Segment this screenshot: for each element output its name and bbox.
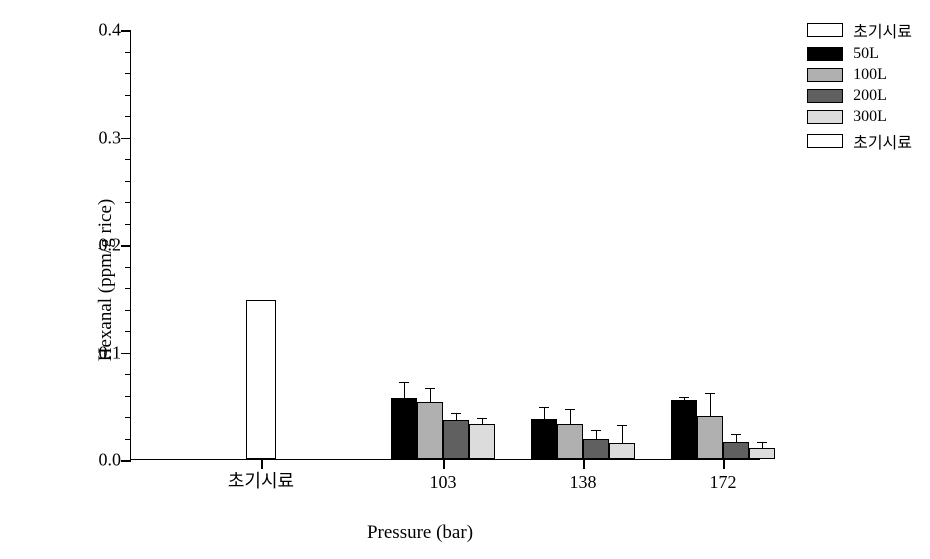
y-tick-minor (125, 439, 131, 440)
y-tick-label: 0.2 (81, 235, 121, 256)
error-cap (731, 434, 741, 435)
bar (583, 439, 609, 459)
legend-item: 50L (807, 45, 912, 63)
plot-area: 0.00.10.20.30.4초기시료103138172 (130, 30, 760, 460)
y-tick-minor (125, 95, 131, 96)
legend-swatch (807, 89, 843, 103)
legend-label: 초기시료 (853, 18, 912, 42)
x-tick-label: 103 (430, 472, 457, 493)
y-tick-minor (125, 159, 131, 160)
legend: 초기시료 50L 100L 200L 300L 초기시료 (807, 18, 912, 156)
y-tick-label: 0.1 (81, 342, 121, 363)
y-tick-minor (125, 181, 131, 182)
legend-item: 200L (807, 87, 912, 105)
legend-label: 50L (853, 45, 879, 63)
error-cap (705, 393, 715, 394)
legend-label: 100L (853, 66, 887, 84)
error-cap (451, 413, 461, 414)
error-bar (456, 413, 457, 422)
x-tick-label: 138 (570, 472, 597, 493)
y-tick-label: 0.0 (81, 450, 121, 471)
bar (417, 402, 443, 459)
y-tick-minor (125, 116, 131, 117)
bar (749, 448, 775, 459)
y-tick-minor (125, 417, 131, 418)
error-bar (544, 407, 545, 420)
y-tick-minor (125, 374, 131, 375)
legend-item: 100L (807, 66, 912, 84)
error-cap (565, 409, 575, 410)
bar (671, 400, 697, 459)
error-bar (404, 382, 405, 399)
bar (443, 420, 469, 459)
bar (391, 398, 417, 459)
error-bar (622, 425, 623, 444)
y-tick-minor (125, 267, 131, 268)
error-bar (762, 442, 763, 450)
legend-label: 200L (853, 87, 887, 105)
y-tick-label: 0.3 (81, 127, 121, 148)
error-cap (477, 418, 487, 419)
y-tick-minor (125, 331, 131, 332)
bar (723, 442, 749, 459)
bar (557, 424, 583, 459)
error-cap (425, 388, 435, 389)
error-cap (757, 442, 767, 443)
legend-label: 300L (853, 108, 887, 126)
x-tick (443, 459, 445, 469)
error-cap (617, 425, 627, 426)
bar (609, 443, 635, 459)
legend-item: 300L (807, 108, 912, 126)
chart-container: Hexanal (ppm/g rice) Pressure (bar) 0.00… (60, 20, 780, 540)
legend-label: 초기시료 (853, 129, 912, 153)
legend-item: 초기시료 (807, 129, 912, 153)
y-tick-minor (125, 52, 131, 53)
y-tick-label: 0.4 (81, 20, 121, 41)
y-tick (121, 138, 131, 140)
bar (246, 300, 276, 459)
y-tick (121, 245, 131, 247)
x-tick-label: 초기시료 (228, 467, 294, 493)
y-axis-label: Hexanal (ppm/g rice) (95, 199, 117, 361)
error-bar (430, 388, 431, 403)
y-tick-minor (125, 202, 131, 203)
x-axis-label: Pressure (bar) (367, 522, 473, 544)
error-bar (710, 393, 711, 417)
y-tick-minor (125, 224, 131, 225)
y-tick (121, 30, 131, 32)
y-tick-minor (125, 288, 131, 289)
x-tick (583, 459, 585, 469)
legend-swatch (807, 134, 843, 148)
legend-item: 초기시료 (807, 18, 912, 42)
error-bar (570, 409, 571, 424)
y-tick-minor (125, 396, 131, 397)
y-tick-minor (125, 310, 131, 311)
error-cap (539, 407, 549, 408)
x-tick-label: 172 (710, 472, 737, 493)
legend-swatch (807, 68, 843, 82)
bar (531, 419, 557, 459)
legend-swatch (807, 47, 843, 61)
legend-swatch (807, 110, 843, 124)
error-bar (736, 434, 737, 443)
error-cap (679, 397, 689, 398)
y-tick-minor (125, 73, 131, 74)
legend-swatch (807, 23, 843, 37)
error-bar (596, 430, 597, 440)
bar (697, 416, 723, 459)
bar (469, 424, 495, 459)
error-cap (591, 430, 601, 431)
error-cap (399, 382, 409, 383)
y-tick (121, 353, 131, 355)
x-tick (723, 459, 725, 469)
y-tick (121, 460, 131, 462)
